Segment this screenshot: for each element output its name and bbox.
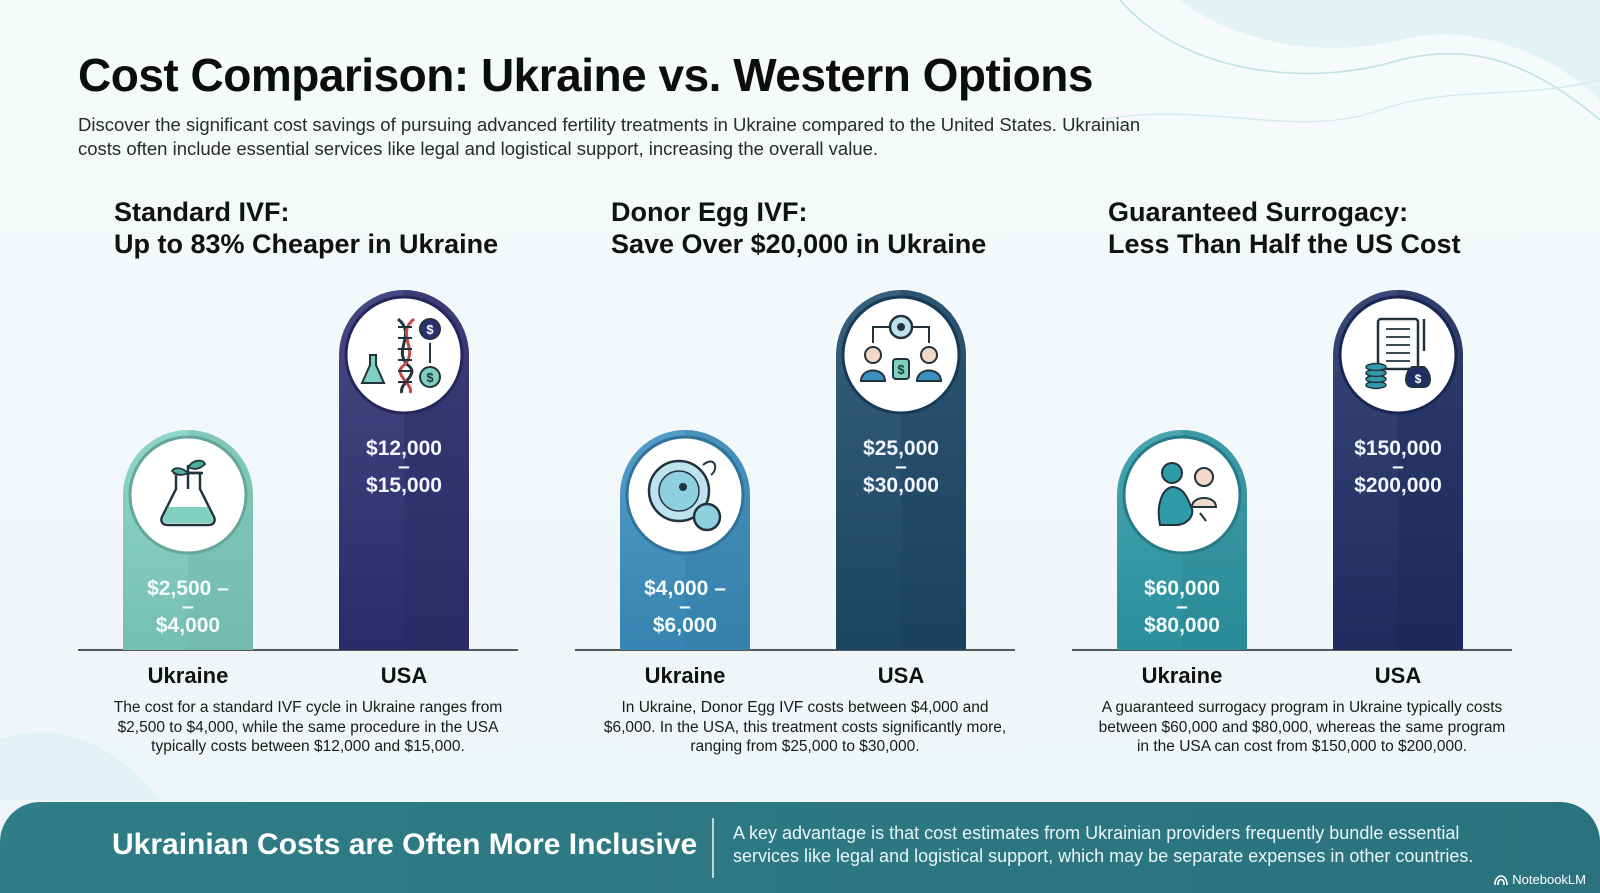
contract-money-icon: $ [1365,317,1431,390]
value-label: $80,000 [1144,614,1220,637]
plant-flask-icon [160,459,216,527]
value-label: $60,000 [1144,577,1220,600]
value-label: $200,000 [1354,474,1442,497]
category-label: Ukraine [645,663,726,688]
value-label: $2,500 – [147,577,229,600]
panel-heading: Donor Egg IVF: [611,197,808,227]
panel-title: Guaranteed Surrogacy: Less Than Half the… [1108,196,1461,260]
panel-heading: Standard IVF: [114,197,290,227]
panel-subheading: Save Over $20,000 in Ukraine [611,229,987,259]
page-title: Cost Comparison: Ukraine vs. Western Opt… [78,49,1093,101]
value-label-dash: – [895,455,907,478]
value-label: $6,000 [653,614,717,637]
svg-text:$: $ [426,370,434,385]
panel-subheading: Less Than Half the US Cost [1108,229,1461,259]
egg-cell-icon [647,459,722,532]
value-label: $25,000 [863,437,939,460]
category-label: USA [381,663,428,688]
category-label: Ukraine [1142,663,1223,688]
value-label: $30,000 [863,474,939,497]
dna-lab-cost-icon: $$ [360,317,441,394]
panel-heading: Guaranteed Surrogacy: [1108,197,1409,227]
panel-title: Donor Egg IVF: Save Over $20,000 in Ukra… [611,196,986,260]
panel-donor-egg-ivf: Donor Egg IVF: Save Over $20,000 in Ukra… [575,190,1035,780]
notebooklm-logo-icon [1494,874,1509,885]
page-subtitle: Discover the significant cost savings of… [78,114,1141,159]
brand-label: NotebookLM [1512,872,1586,887]
value-label-dash: – [679,595,691,618]
standard-ivf-chart: $2,500 ––$4,000Ukraine$$$12,000–$15,000U… [78,290,518,688]
footer-divider [712,818,714,878]
svg-text:$: $ [897,362,905,377]
panel-subheading: Up to 83% Cheaper in Ukraine [114,229,499,259]
donor-egg-ivf-chart: $4,000 ––$6,000Ukraine$$25,000–$30,000US… [575,290,1015,688]
value-label-dash: – [1392,455,1404,478]
value-label-dash: – [398,455,410,478]
value-label: $15,000 [366,474,442,497]
icon-badge [841,295,961,415]
panel-guaranteed-surrogacy: Guaranteed Surrogacy: Less Than Half the… [1072,190,1532,780]
category-label: USA [1375,663,1422,688]
svg-text:$: $ [1415,372,1422,386]
panel-description: A guaranteed surrogacy program in Ukrain… [1098,699,1506,755]
footer-title: Ukrainian Costs are Often More Inclusive [112,828,698,861]
footer-banner: Ukrainian Costs are Often More Inclusive… [0,802,1600,893]
panel-standard-ivf: Standard IVF: Up to 83% Cheaper in Ukrai… [78,190,538,780]
value-label: $4,000 – [644,577,726,600]
value-label: $4,000 [156,614,220,637]
value-label: $12,000 [366,437,442,460]
panel-title: Standard IVF: Up to 83% Cheaper in Ukrai… [114,196,498,260]
brand-badge: NotebookLM [1494,872,1586,887]
svg-text:$: $ [426,322,434,337]
icon-badge [128,435,248,555]
value-label-dash: – [1176,595,1188,618]
panel-description: The cost for a standard IVF cycle in Ukr… [113,699,503,755]
pregnant-family-icon [1157,462,1218,526]
panel-description: In Ukraine, Donor Egg IVF costs between … [603,699,1007,755]
value-label: $150,000 [1354,437,1442,460]
category-label: Ukraine [148,663,229,688]
surrogacy-chart: $60,000–$80,000Ukraine$$150,000–$200,000… [1072,290,1512,688]
donor-people-icon: $ [859,314,943,382]
footer-text: A key advantage is that cost estimates f… [733,823,1474,866]
value-label-dash: – [182,595,194,618]
category-label: USA [878,663,925,688]
